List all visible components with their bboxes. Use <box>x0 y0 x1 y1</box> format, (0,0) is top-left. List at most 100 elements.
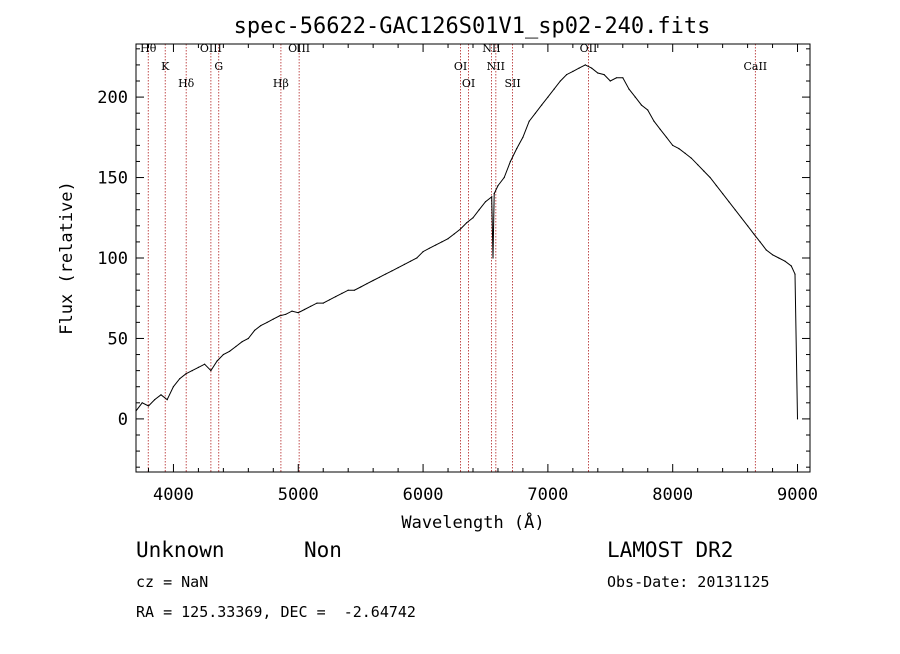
spectrum-point <box>372 279 374 282</box>
x-tick-label: 7000 <box>527 485 568 505</box>
spectrum-point <box>553 88 555 90</box>
spectrum-point <box>796 418 799 420</box>
spectrum-point <box>541 104 543 106</box>
spectrum-point <box>653 120 655 122</box>
spectrum-point <box>493 193 495 195</box>
emission-line-label: K <box>161 60 170 73</box>
object-class: Unknown <box>136 538 225 562</box>
spectrum-point <box>492 257 494 259</box>
y-tick-label: 200 <box>97 88 128 108</box>
emission-line-label: OIII <box>288 42 310 55</box>
spectrum-point <box>597 72 599 74</box>
x-tick-label: 5000 <box>278 485 319 505</box>
spectrum-point <box>728 201 730 203</box>
spectrum-point <box>740 217 743 219</box>
spectrum-point <box>784 260 786 262</box>
spectrum-point <box>341 292 343 294</box>
spectrum-point <box>753 233 755 235</box>
spectrum-point <box>160 394 162 396</box>
spectrum-point <box>422 251 424 253</box>
spectrum-point <box>166 399 168 401</box>
spectrum-point <box>310 305 312 307</box>
emission-line-label: OI <box>462 77 475 90</box>
emission-line-label: CaII <box>743 60 767 73</box>
spectrum-point <box>497 185 499 187</box>
spectrum-point <box>247 337 249 340</box>
axis-ticks-layer: 4000 5000 6000 7000 8000 9000 0 50 100 150 200 <box>97 44 818 505</box>
spectrum-point <box>672 144 674 146</box>
spectrum-point <box>547 96 549 98</box>
spectrum-point <box>391 270 393 272</box>
spectrum-point <box>378 276 380 278</box>
x-tick-label: 9000 <box>777 485 818 505</box>
spectrum-point <box>216 360 218 362</box>
emission-line-label: SII <box>504 77 520 90</box>
spectrum-point <box>385 273 387 275</box>
spectrum-point <box>410 260 412 262</box>
y-tick-label: 50 <box>108 329 128 349</box>
spectrum-point <box>572 70 574 72</box>
spectrum-point <box>435 244 437 246</box>
spectrum-point <box>197 366 199 368</box>
spectrum-point <box>778 257 780 259</box>
spectrum-point <box>509 160 511 163</box>
spectrum-point <box>453 233 455 235</box>
spectrum-point <box>734 209 736 211</box>
spectrum-point <box>235 345 237 348</box>
spectrum-point <box>697 164 699 166</box>
spectrum-point <box>603 74 605 76</box>
spectrum-point <box>322 302 324 304</box>
obs-date: Obs-Date: 20131125 <box>607 573 770 591</box>
y-tick-label: 150 <box>97 169 128 189</box>
ra-dec: RA = 125.33369, DEC = -2.64742 <box>136 603 416 621</box>
spectrum-point <box>204 363 206 365</box>
spectrum-point <box>447 238 449 240</box>
spectrum-point <box>179 378 181 380</box>
emission-line-label: G <box>214 60 223 73</box>
spectrum-point <box>328 299 331 301</box>
spectrum-point <box>634 96 636 98</box>
redshift-cz: cz = NaN <box>136 573 209 591</box>
spectrum-point <box>484 201 487 203</box>
spectrum-point <box>665 136 668 138</box>
x-axis-label: Wavelength (Å) <box>401 511 544 533</box>
spectrum-point <box>528 120 530 122</box>
spectrum-point <box>316 302 318 304</box>
spectrum-point <box>522 136 524 138</box>
spectrum-point <box>628 88 630 90</box>
spectrum-point <box>428 247 430 249</box>
spectrum-point <box>416 257 418 259</box>
spectrum-point <box>703 170 705 172</box>
plot-frame <box>135 43 811 473</box>
emission-line-label: NII <box>487 60 505 73</box>
y-tick-label: 100 <box>97 249 128 269</box>
spectrum-point <box>491 196 493 198</box>
spectrum-point <box>297 312 299 314</box>
spectrum-point <box>472 217 474 219</box>
spectrum-point <box>559 80 562 82</box>
spectrum-point <box>266 321 268 323</box>
spectrum-point <box>566 74 568 76</box>
spectrum-point <box>441 241 443 243</box>
spectrum-point <box>172 386 174 388</box>
x-tick-label: 8000 <box>652 485 693 505</box>
emission-line-label: OI <box>454 60 467 73</box>
spectrum-point <box>615 77 618 79</box>
spectrum-point <box>578 67 580 69</box>
spectrum-point <box>303 308 306 311</box>
spectrum-point <box>534 112 537 114</box>
spectrum-point <box>747 225 749 227</box>
spectrum-point <box>260 325 262 327</box>
spectrum-point <box>272 318 274 320</box>
survey-name: LAMOST DR2 <box>607 538 734 562</box>
spectrum-point <box>397 267 399 269</box>
spectrum-point <box>640 104 643 106</box>
spectrum-point <box>285 313 287 315</box>
chart-title: spec-56622-GAC126S01V1_sp02-240.fits <box>234 14 711 39</box>
spectrum-point <box>790 265 792 267</box>
spectrum-point <box>478 209 480 211</box>
emission-line-label: Hδ <box>178 77 195 90</box>
y-tick-label: 0 <box>118 410 128 430</box>
